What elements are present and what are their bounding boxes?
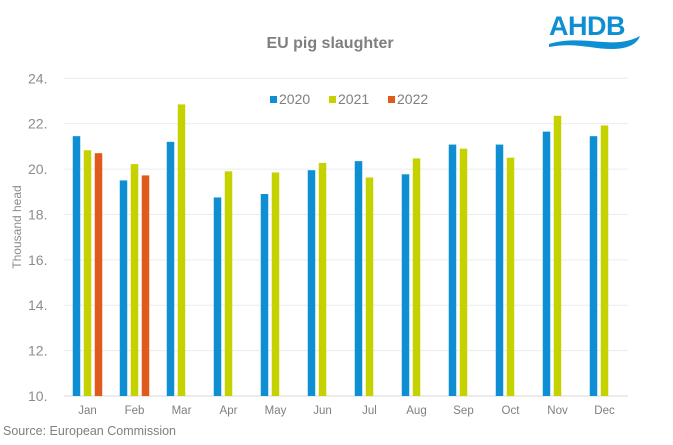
x-tick-label: Sep bbox=[453, 405, 473, 417]
x-tick-label: May bbox=[265, 405, 287, 417]
bar-2020-nov bbox=[542, 131, 551, 396]
y-axis-label: Thousand head bbox=[10, 185, 24, 268]
x-tick-label: Jul bbox=[362, 405, 377, 417]
legend-label-2020: 2020 bbox=[279, 91, 310, 107]
legend-swatch-2020 bbox=[270, 96, 277, 103]
y-tick-label: 14. bbox=[28, 297, 47, 313]
bar-2021-nov bbox=[553, 115, 562, 396]
bar-2021-oct bbox=[506, 157, 515, 396]
bar-2021-may bbox=[271, 172, 280, 396]
legend-label-2021: 2021 bbox=[338, 91, 369, 107]
bar-2020-feb bbox=[119, 180, 128, 396]
y-tick-label: 24. bbox=[28, 70, 47, 86]
ahdb-logo: AHDB bbox=[549, 11, 640, 49]
bar-2020-may bbox=[260, 194, 269, 396]
bar-2022-jan bbox=[94, 153, 103, 396]
y-tick-label: 22. bbox=[28, 116, 47, 132]
bar-2021-feb bbox=[130, 164, 139, 396]
y-tick-label: 12. bbox=[28, 343, 47, 359]
x-tick-label: Jan bbox=[78, 405, 97, 417]
bar-2021-dec bbox=[600, 125, 609, 396]
bar-2020-oct bbox=[495, 144, 504, 396]
bar-2021-jun bbox=[318, 162, 327, 396]
bar-2021-sep bbox=[459, 148, 468, 396]
x-tick-label: Jun bbox=[313, 405, 332, 417]
bar-2020-sep bbox=[448, 144, 457, 396]
bar-2020-jul bbox=[354, 161, 363, 396]
bar-2020-jan bbox=[72, 136, 81, 396]
bar-2020-dec bbox=[589, 136, 598, 396]
x-tick-label: Dec bbox=[594, 405, 615, 417]
legend: 2020 2021 2022 bbox=[270, 91, 428, 107]
source-note: Source: European Commission bbox=[3, 424, 176, 438]
logo-text: AHDB bbox=[549, 11, 625, 41]
legend-swatch-2022 bbox=[388, 96, 395, 103]
bar-2021-jan bbox=[83, 150, 92, 396]
bar-2020-apr bbox=[213, 197, 222, 396]
gridlines bbox=[64, 77, 628, 397]
bar-2021-aug bbox=[412, 158, 421, 396]
legend-label-2022: 2022 bbox=[397, 91, 428, 107]
y-axis-ticks: 10. 12. 14. 16. 18. 20. 22. 24. bbox=[28, 70, 47, 404]
bar-2022-feb bbox=[141, 175, 150, 396]
y-tick-label: 18. bbox=[28, 206, 47, 222]
bar-2020-jun bbox=[307, 170, 316, 396]
x-tick-label: Apr bbox=[220, 405, 238, 417]
bar-2021-jul bbox=[365, 177, 374, 396]
bars bbox=[72, 104, 609, 396]
x-tick-label: Nov bbox=[547, 405, 568, 417]
bar-2020-mar bbox=[166, 141, 175, 396]
y-tick-label: 10. bbox=[28, 388, 47, 404]
y-tick-label: 20. bbox=[28, 161, 47, 177]
bar-2021-mar bbox=[177, 104, 186, 396]
legend-swatch-2021 bbox=[329, 96, 336, 103]
logo-wave-icon bbox=[549, 36, 640, 49]
x-tick-label: Mar bbox=[172, 405, 192, 417]
bar-2020-aug bbox=[401, 174, 410, 396]
x-axis-ticks: Jan Feb Mar Apr May Jun Jul Aug Sep Oct Nov Dec bbox=[78, 405, 615, 417]
chart-title: EU pig slaughter bbox=[266, 35, 393, 52]
x-tick-label: Oct bbox=[502, 405, 521, 417]
x-tick-label: Aug bbox=[406, 405, 426, 417]
x-tick-label: Feb bbox=[125, 405, 145, 417]
y-tick-label: 16. bbox=[28, 252, 47, 268]
bar-2021-apr bbox=[224, 171, 233, 396]
